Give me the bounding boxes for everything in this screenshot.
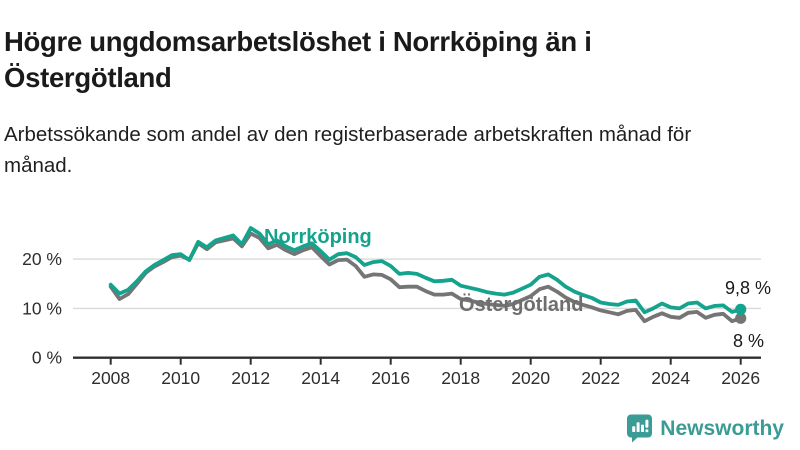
line-chart: 0 % 10 % 20 % 2008 2010 2012 2014 2016 2018 2020 2… xyxy=(0,205,800,405)
x-tick-label: 2018 xyxy=(441,368,480,388)
x-tick-label: 2026 xyxy=(721,368,760,388)
x-tick-label: 2010 xyxy=(161,368,200,388)
page-title: Högre ungdomsarbetslöshet i Norrköping ä… xyxy=(4,26,592,94)
x-tick-label: 2012 xyxy=(231,368,270,388)
series-label-norrkoping: Norrköping xyxy=(264,226,372,248)
chart-subtitle: Arbetssökande som andel av den registerb… xyxy=(4,123,692,177)
y-tick-label: 20 % xyxy=(22,249,62,269)
y-tick-label: 0 % xyxy=(32,348,62,368)
series-end-dot-norrköping xyxy=(735,303,747,315)
x-tick-label: 2016 xyxy=(371,368,410,388)
y-tick-label: 10 % xyxy=(22,298,62,318)
bar-chart-speech-bubble-icon xyxy=(626,414,653,443)
x-tick-label: 2022 xyxy=(581,368,620,388)
end-value-label-ostergotland: 8 % xyxy=(732,331,764,351)
x-tick-label: 2020 xyxy=(511,368,550,388)
end-value-label-norrkoping: 9,8 % xyxy=(724,278,771,298)
newsworthy-wordmark: Newsworthy xyxy=(660,416,784,440)
series-label-ostergotland: Östergötland xyxy=(459,294,584,316)
x-tick-label: 2014 xyxy=(301,368,340,388)
series-line-norrköping xyxy=(108,226,743,315)
chart-canvas: 0 % 10 % 20 % 2008 2010 2012 2014 2016 2018 2020 2… xyxy=(22,226,761,388)
newsworthy-logo[interactable]: Newsworthy xyxy=(626,414,784,443)
x-tick-label: 2024 xyxy=(651,368,690,388)
x-tick-label: 2008 xyxy=(91,368,130,388)
series-end-dot-östergötland xyxy=(735,312,747,324)
